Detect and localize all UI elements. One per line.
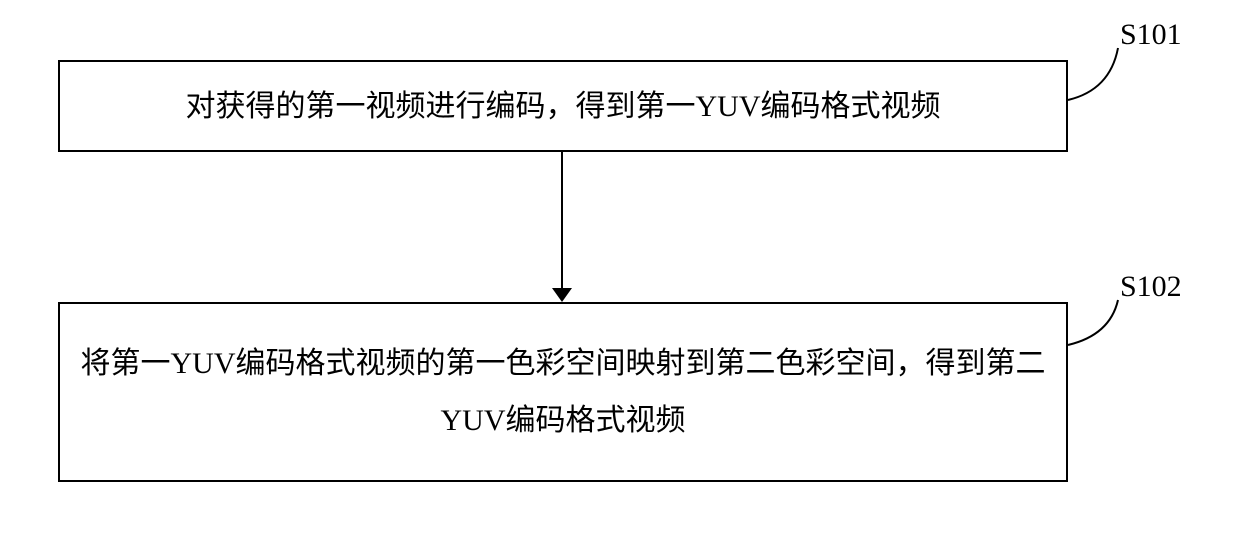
flow-edge-line xyxy=(561,152,563,290)
flow-connector-s102-path xyxy=(1068,300,1118,345)
flow-label-s101: S101 xyxy=(1120,18,1182,52)
flowchart-canvas: 对获得的第一视频进行编码，得到第一YUV编码格式视频 S101 将第一YUV编码… xyxy=(0,0,1239,536)
flow-node-s101-text: 对获得的第一视频进行编码，得到第一YUV编码格式视频 xyxy=(186,78,941,135)
flow-label-s102: S102 xyxy=(1120,270,1182,304)
flow-connector-s101-path xyxy=(1068,48,1118,100)
flow-node-s101: 对获得的第一视频进行编码，得到第一YUV编码格式视频 xyxy=(58,60,1068,152)
flow-node-s102: 将第一YUV编码格式视频的第一色彩空间映射到第二色彩空间，得到第二YUV编码格式… xyxy=(58,302,1068,482)
flow-edge-arrowhead xyxy=(552,288,572,302)
flow-node-s102-text: 将第一YUV编码格式视频的第一色彩空间映射到第二色彩空间，得到第二YUV编码格式… xyxy=(80,335,1046,449)
